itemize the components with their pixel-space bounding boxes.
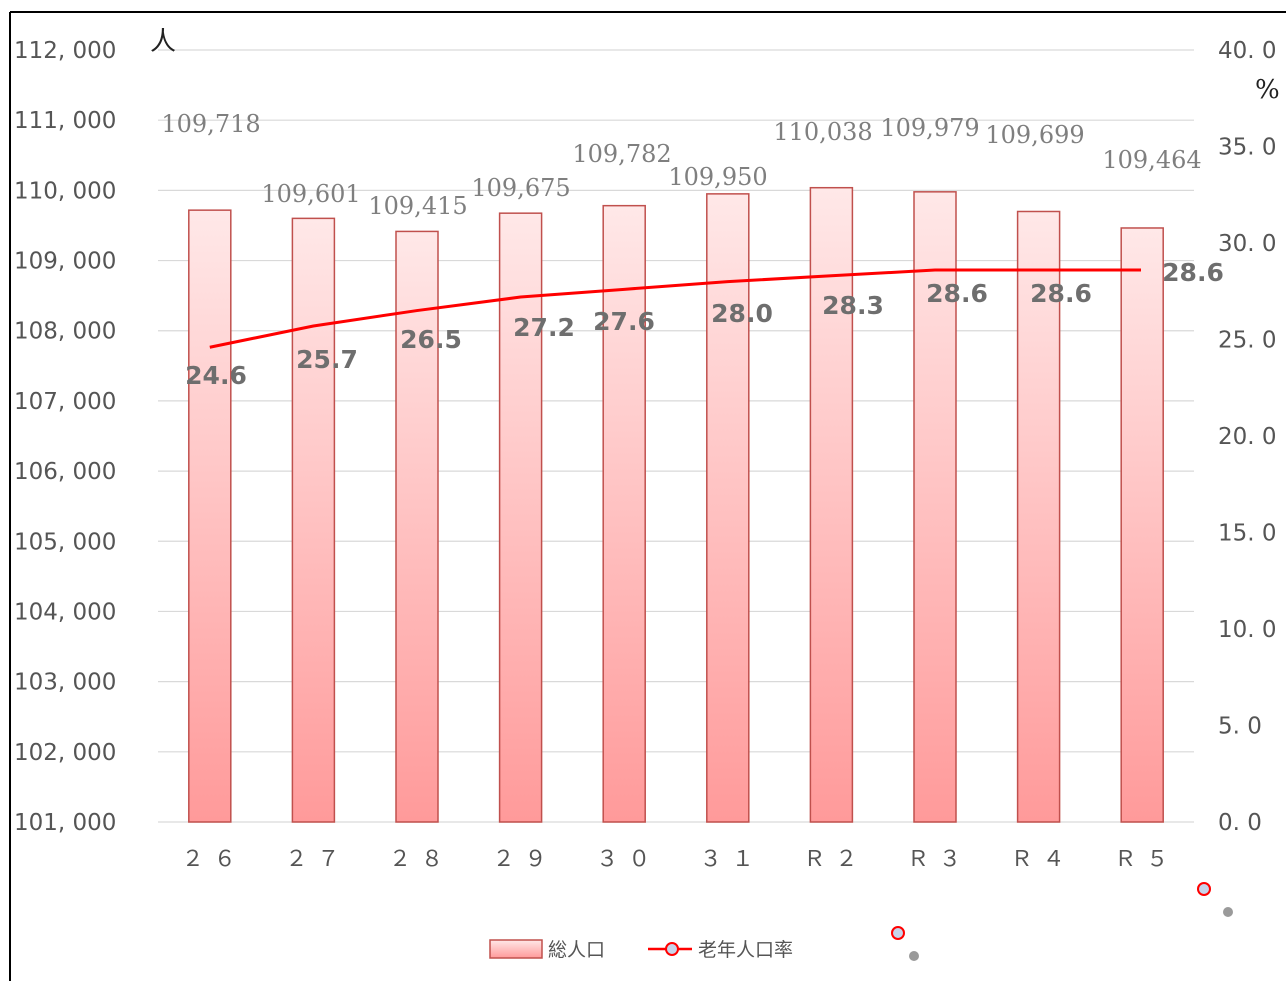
line-data-label: 28.3 (822, 291, 884, 320)
bar-data-label: 109,950 (668, 163, 767, 191)
left-axis-unit: 人 (150, 27, 176, 57)
category-label: ３１ (700, 847, 764, 872)
left-tick-label: 105, 000 (14, 529, 116, 555)
right-tick-label: 15. 0 (1218, 521, 1277, 547)
stray-markers (891, 882, 1233, 961)
left-tick-label: 103, 000 (14, 670, 116, 696)
bar-data-label: 109,675 (471, 174, 570, 202)
line-data-labels: 24.6 25.7 26.5 27.2 27.6 28.0 28.3 28.6 28.6 28.6 (185, 258, 1224, 390)
left-tick-label: 104, 000 (14, 599, 116, 625)
right-tick-label: 25. 0 (1218, 328, 1277, 354)
bar (809, 186, 854, 823)
line-data-label: 28.0 (711, 299, 773, 328)
category-label: Ｒ５ (1114, 847, 1178, 872)
right-tick-label: 30. 0 (1218, 231, 1277, 257)
category-label: ２６ (182, 847, 246, 872)
right-axis: 0. 0 5. 0 10. 0 15. 0 20. 0 25. 0 30. 0 35. 0 40… (1218, 38, 1277, 836)
line-data-label: 28.6 (1030, 279, 1092, 308)
bar (291, 217, 336, 823)
stray-marker-b-shadow (1223, 907, 1233, 917)
line-data-label: 28.6 (1162, 258, 1224, 287)
bar-data-label: 109,415 (368, 192, 467, 220)
left-tick-label: 109, 000 (14, 249, 116, 275)
right-axis-unit: % (1255, 75, 1280, 105)
category-label: ２９ (493, 847, 557, 872)
category-label: Ｒ３ (907, 847, 971, 872)
legend-swatch-bar (489, 939, 543, 959)
line-data-label: 27.2 (513, 313, 575, 342)
bar (395, 230, 439, 823)
right-tick-label: 5. 0 (1218, 714, 1262, 740)
legend-label-bar: 総人口 (548, 939, 605, 961)
right-tick-label: 10. 0 (1218, 617, 1277, 643)
left-tick-label: 107, 000 (14, 389, 116, 415)
line-data-label: 25.7 (296, 345, 358, 374)
stray-marker-a-shadow (909, 951, 919, 961)
bar-data-label: 109,718 (161, 110, 260, 138)
bar (188, 209, 232, 823)
bar (1120, 227, 1164, 823)
line-data-label: 26.5 (400, 325, 462, 354)
line-data-label: 24.6 (185, 361, 247, 390)
ratio-line (209, 268, 1141, 349)
left-tick-label: 102, 000 (14, 740, 116, 766)
legend-marker-line (665, 942, 679, 956)
bar-data-label: 109,699 (985, 121, 1084, 149)
bar-data-label: 110,038 (773, 118, 872, 146)
bar-data-label: 109,601 (261, 180, 360, 208)
stray-marker-b (1197, 882, 1211, 896)
category-label: ３０ (596, 847, 660, 872)
category-label: ２８ (389, 847, 453, 872)
left-tick-label: 106, 000 (14, 459, 116, 485)
legend-label-line: 老年人口率 (698, 939, 793, 961)
bar-data-label: 109,782 (572, 140, 671, 168)
bar (498, 212, 543, 823)
line-data-label: 28.6 (926, 279, 988, 308)
bar-data-label: 109,464 (1102, 146, 1201, 174)
right-tick-label: 35. 0 (1218, 135, 1277, 161)
legend: 総人口 老年人口率 (489, 939, 793, 961)
stray-marker-a (891, 926, 905, 940)
left-tick-label: 101, 000 (14, 810, 116, 836)
category-label: ２７ (285, 847, 349, 872)
left-tick-label: 110, 000 (14, 178, 116, 204)
bar (913, 191, 957, 823)
right-tick-label: 20. 0 (1218, 424, 1277, 450)
category-labels: ２６ ２７ ２８ ２９ ３０ ３１ Ｒ２ Ｒ３ Ｒ４ Ｒ５ (182, 847, 1178, 872)
right-tick-label: 0. 0 (1218, 810, 1262, 836)
bar-data-label: 109,979 (880, 114, 979, 142)
right-tick-label: 40. 0 (1218, 38, 1277, 64)
bar (602, 204, 646, 823)
bar (1016, 210, 1061, 823)
ratio-line-path (209, 268, 1141, 349)
left-axis: 101, 000 102, 000 103, 000 104, 000 105, 000… (14, 38, 116, 836)
category-label: Ｒ２ (803, 847, 867, 872)
bar (706, 193, 750, 823)
left-tick-label: 108, 000 (14, 319, 116, 345)
category-label: Ｒ４ (1011, 847, 1075, 872)
left-tick-label: 111, 000 (14, 108, 116, 134)
left-tick-label: 112, 000 (14, 38, 116, 64)
line-data-label: 27.6 (593, 307, 655, 336)
bars (188, 186, 1164, 823)
